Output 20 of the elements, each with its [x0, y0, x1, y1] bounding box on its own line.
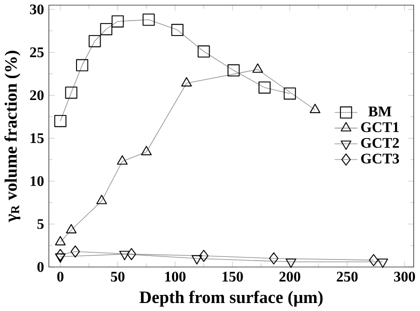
x-tick-label: 250 — [336, 272, 358, 282]
y-tick-label: 0 — [37, 262, 44, 272]
y-tick-label: 10 — [30, 176, 44, 186]
x-tick-label: 0 — [57, 272, 64, 282]
legend-label: GCT1 — [361, 122, 399, 132]
x-tick-label: 200 — [279, 272, 300, 282]
x-tick-label: 300 — [394, 272, 415, 282]
y-axis-title: γ$_{R}$ volume fraction (%) — [4, 50, 20, 222]
x-axis-title: Depth from surface (μm) — [140, 290, 323, 307]
legend-label: BM — [368, 106, 392, 116]
x-tick-label: 150 — [222, 272, 243, 282]
y-tick-label: 30 — [30, 4, 44, 14]
x-tick-label: 100 — [165, 272, 186, 282]
legend-label: GCT3 — [361, 154, 400, 164]
y-tick-label: 15 — [30, 133, 44, 144]
y-tick-label: 20 — [30, 90, 44, 100]
y-tick-label: 25 — [30, 47, 44, 58]
legend-label: GCT2 — [361, 138, 399, 148]
y-tick-label: 5 — [37, 219, 44, 229]
x-tick-label: 50 — [110, 272, 124, 282]
